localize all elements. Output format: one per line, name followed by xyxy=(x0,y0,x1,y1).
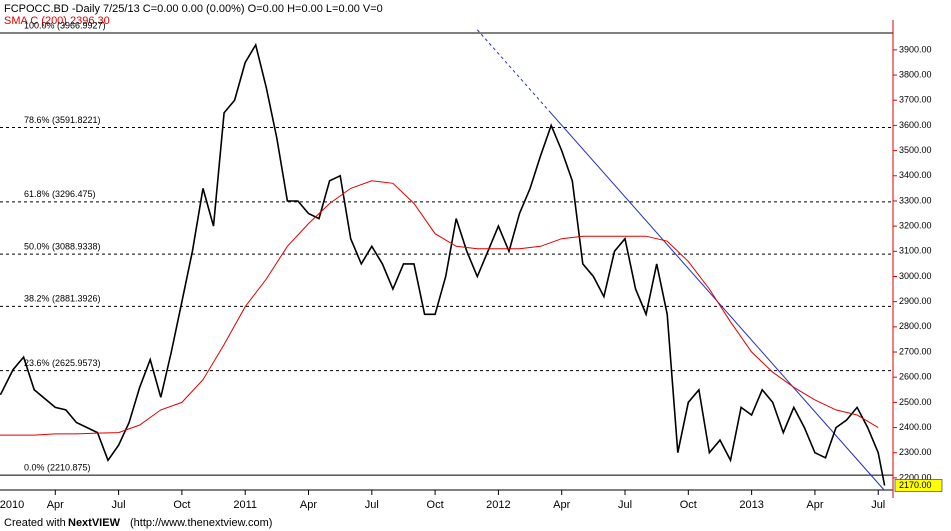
fib-label: 0.0% (2210.875) xyxy=(24,463,91,473)
legend-entry: SMA C (200) 2396.30 xyxy=(4,15,110,27)
footer-prefix: Created with xyxy=(4,517,66,529)
sma-line xyxy=(0,180,879,436)
y-tick-label: 3800.00 xyxy=(899,69,932,79)
x-tick-label: 2010 xyxy=(0,499,24,511)
x-tick-label: Jul xyxy=(618,499,632,511)
y-tick-label: 2700.00 xyxy=(899,346,932,356)
header: FCPOCC.BD -Daily 7/25/13 C=0.00 0.00 (0.… xyxy=(4,3,383,15)
last-price-label: 2170.00 xyxy=(899,480,932,490)
fib-label: 38.2% (2881.3926) xyxy=(24,294,101,304)
x-tick-label: Oct xyxy=(173,499,190,511)
y-tick-label: 3600.00 xyxy=(899,120,932,130)
x-tick-label: 2013 xyxy=(739,499,763,511)
y-tick-label: 2400.00 xyxy=(899,422,932,432)
footer-url: (http://www.thenextview.com) xyxy=(130,517,272,529)
footer-brand: NextVIEW xyxy=(68,517,121,529)
x-tick-label: Apr xyxy=(47,499,64,511)
fib-label: 61.8% (3296.475) xyxy=(24,189,96,199)
x-tick-label: Jul xyxy=(365,499,379,511)
y-tick-label: 2300.00 xyxy=(899,447,932,457)
x-tick-label: Apr xyxy=(553,499,570,511)
y-tick-label: 3700.00 xyxy=(899,95,932,105)
y-tick-label: 3500.00 xyxy=(899,145,932,155)
trendline xyxy=(476,29,885,491)
x-tick-label: 2011 xyxy=(233,499,257,511)
x-tick-label: Jul xyxy=(871,499,885,511)
fib-label: 23.6% (2625.9573) xyxy=(24,358,101,368)
x-tick-label: Apr xyxy=(806,499,823,511)
y-tick-label: 2900.00 xyxy=(899,296,932,306)
fib-label: 100.0% (3966.9927) xyxy=(24,20,106,30)
x-tick-label: Oct xyxy=(680,499,697,511)
y-tick-label: 3400.00 xyxy=(899,170,932,180)
x-tick-label: Oct xyxy=(427,499,444,511)
y-tick-label: 2200.00 xyxy=(899,472,932,482)
y-tick-label: 2500.00 xyxy=(899,397,932,407)
x-tick-label: Apr xyxy=(300,499,317,511)
last-price-box xyxy=(894,479,943,492)
y-tick-label: 3000.00 xyxy=(899,271,932,281)
fib-label: 50.0% (3088.9338) xyxy=(24,241,101,251)
y-tick-label: 3100.00 xyxy=(899,246,932,256)
x-tick-label: 2012 xyxy=(486,499,510,511)
price-line xyxy=(0,42,886,486)
y-tick-label: 2800.00 xyxy=(899,321,932,331)
y-tick-label: 3900.00 xyxy=(899,44,932,54)
y-tick-label: 3300.00 xyxy=(899,195,932,205)
y-tick-label: 2600.00 xyxy=(899,372,932,382)
x-tick-label: Jul xyxy=(112,499,126,511)
fib-label: 78.6% (3591.8221) xyxy=(24,115,101,125)
y-tick-label: 3200.00 xyxy=(899,221,932,231)
